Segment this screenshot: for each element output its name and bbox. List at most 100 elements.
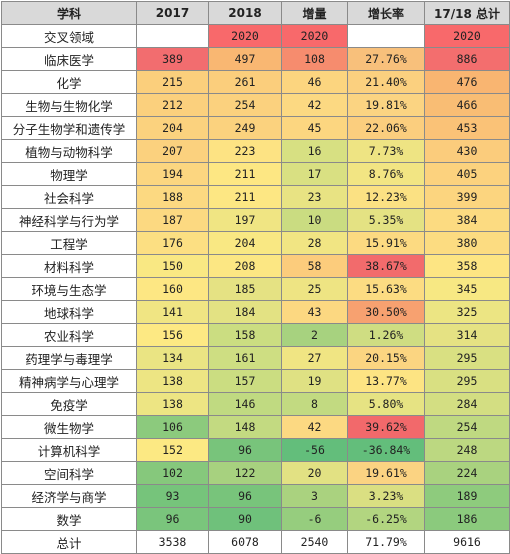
table-row: 分子生物学和遗传学 204 249 45 22.06% 453 (1, 116, 510, 140)
row-name: 空间科学 (1, 461, 137, 485)
cell-increment: 43 (281, 300, 348, 324)
cell-2017: 204 (136, 116, 209, 140)
cell-2017: 96 (136, 507, 209, 531)
cell-growth-rate: 22.06% (347, 116, 425, 140)
cell-growth-rate: 20.15% (347, 346, 425, 370)
cell-2017: 212 (136, 93, 209, 117)
table-row: 精神病学与心理学 138 157 19 13.77% 295 (1, 369, 510, 393)
cell-increment: 108 (281, 47, 348, 71)
cell-increment: 58 (281, 254, 348, 278)
cell-increment: -56 (281, 438, 348, 462)
row-name: 神经科学与行为学 (1, 208, 137, 232)
row-name: 药理学与毒理学 (1, 346, 137, 370)
cell-growth-rate: 71.79% (347, 530, 425, 554)
cell-2018: 161 (208, 346, 282, 370)
cell-growth-rate: 30.50% (347, 300, 425, 324)
cell-total: 295 (424, 369, 510, 393)
cell-2017: 215 (136, 70, 209, 94)
cell-growth-rate: 5.80% (347, 392, 425, 416)
table-row: 免疫学 138 146 8 5.80% 284 (1, 392, 510, 416)
row-name: 总计 (1, 530, 137, 554)
cell-total: 399 (424, 185, 510, 209)
table-row: 环境与生态学 160 185 25 15.63% 345 (1, 277, 510, 301)
row-name: 微生物学 (1, 415, 137, 439)
cell-2018: 261 (208, 70, 282, 94)
cell-growth-rate: 38.67% (347, 254, 425, 278)
cell-growth-rate: 15.91% (347, 231, 425, 255)
cell-increment: 45 (281, 116, 348, 140)
cell-2018: 197 (208, 208, 282, 232)
cell-growth-rate: 39.62% (347, 415, 425, 439)
table-row: 微生物学 106 148 42 39.62% 254 (1, 415, 510, 439)
row-name: 化学 (1, 70, 137, 94)
cell-increment: 27 (281, 346, 348, 370)
cell-2017: 156 (136, 323, 209, 347)
table-row: 农业科学 156 158 2 1.26% 314 (1, 323, 510, 347)
cell-2018: 90 (208, 507, 282, 531)
header-growth-rate: 增长率 (347, 1, 425, 25)
cell-2018: 497 (208, 47, 282, 71)
cell-total: 886 (424, 47, 510, 71)
cell-total: 248 (424, 438, 510, 462)
cell-2017: 188 (136, 185, 209, 209)
table-row: 工程学 176 204 28 15.91% 380 (1, 231, 510, 255)
cell-2018: 254 (208, 93, 282, 117)
cell-total: 186 (424, 507, 510, 531)
cell-2017: 3538 (136, 530, 209, 554)
cell-total: 380 (424, 231, 510, 255)
cell-total: 224 (424, 461, 510, 485)
cell-total: 430 (424, 139, 510, 163)
cell-2018: 211 (208, 162, 282, 186)
header-total: 17/18 总计 (424, 1, 510, 25)
cell-2017: 187 (136, 208, 209, 232)
cell-2017: 389 (136, 47, 209, 71)
row-name: 计算机科学 (1, 438, 137, 462)
cell-growth-rate: 19.81% (347, 93, 425, 117)
cell-increment: 42 (281, 93, 348, 117)
cell-total: 325 (424, 300, 510, 324)
cell-increment: 25 (281, 277, 348, 301)
cell-total: 254 (424, 415, 510, 439)
cell-increment: 17 (281, 162, 348, 186)
header-subject: 学科 (1, 1, 137, 25)
table-row: 物理学 194 211 17 8.76% 405 (1, 162, 510, 186)
cell-total: 314 (424, 323, 510, 347)
row-name: 数学 (1, 507, 137, 531)
cell-2017: 134 (136, 346, 209, 370)
cell-2017 (136, 24, 209, 48)
cell-2017: 176 (136, 231, 209, 255)
cell-2017: 160 (136, 277, 209, 301)
cell-2017: 194 (136, 162, 209, 186)
cell-increment: 16 (281, 139, 348, 163)
cell-growth-rate: 21.40% (347, 70, 425, 94)
cell-increment: 28 (281, 231, 348, 255)
row-name: 交叉领域 (1, 24, 137, 48)
cell-total: 9616 (424, 530, 510, 554)
row-name: 植物与动物科学 (1, 139, 137, 163)
table-row: 化学 215 261 46 21.40% 476 (1, 70, 510, 94)
row-name: 环境与生态学 (1, 277, 137, 301)
cell-increment: -6 (281, 507, 348, 531)
cell-2017: 138 (136, 392, 209, 416)
header-2018: 2018 (208, 1, 282, 25)
cell-2018: 2020 (208, 24, 282, 48)
cell-2018: 122 (208, 461, 282, 485)
row-name: 材料科学 (1, 254, 137, 278)
table-row: 临床医学 389 497 108 27.76% 886 (1, 47, 510, 71)
row-name: 物理学 (1, 162, 137, 186)
table-row: 药理学与毒理学 134 161 27 20.15% 295 (1, 346, 510, 370)
cell-2018: 96 (208, 438, 282, 462)
cell-total: 405 (424, 162, 510, 186)
row-name: 农业科学 (1, 323, 137, 347)
cell-total: 476 (424, 70, 510, 94)
cell-2017: 150 (136, 254, 209, 278)
cell-2018: 204 (208, 231, 282, 255)
cell-2018: 148 (208, 415, 282, 439)
total-row: 总计 3538 6078 2540 71.79% 9616 (1, 530, 510, 554)
table-row: 植物与动物科学 207 223 16 7.73% 430 (1, 139, 510, 163)
cell-growth-rate: 19.61% (347, 461, 425, 485)
cell-2018: 249 (208, 116, 282, 140)
cross-domain-row: 交叉领域 2020 2020 2020 (1, 24, 510, 48)
cell-increment: 19 (281, 369, 348, 393)
